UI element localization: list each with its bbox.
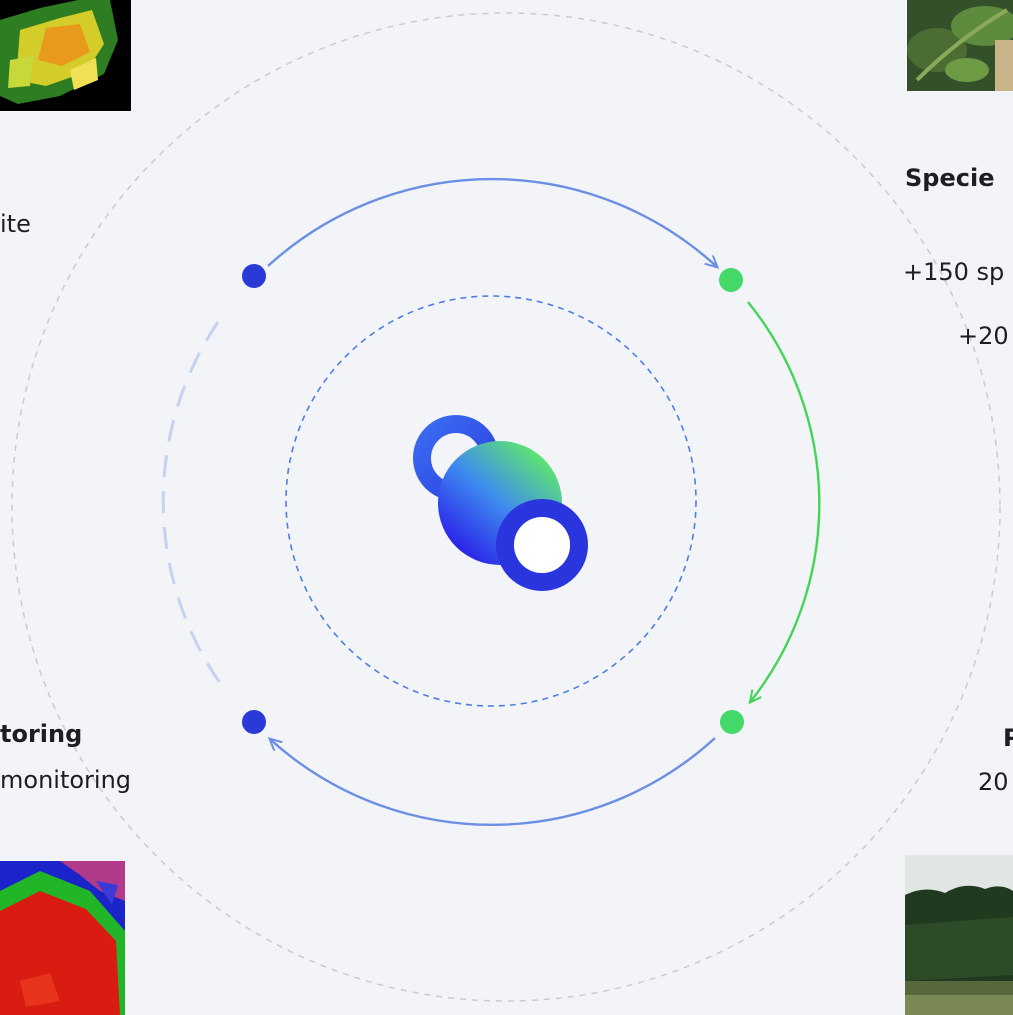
forest-landscape-photo-image: [905, 855, 1013, 1015]
node-top-right: [719, 268, 743, 292]
species-title: Specie: [905, 164, 995, 192]
species-count: +150 sp: [903, 258, 1005, 286]
right-title: P: [1003, 724, 1013, 752]
node-bottom-right: [720, 710, 744, 734]
inner-orbit-ring: [285, 295, 697, 707]
top-arrow-arc: [267, 177, 716, 266]
right-arrow-arc: [747, 301, 821, 701]
right-description: 20: [978, 768, 1009, 796]
leaf-photo-image: [907, 0, 1013, 91]
monitoring-description: monitoring: [0, 766, 132, 794]
species-extra: +20: [958, 322, 1009, 350]
node-top-left: [242, 264, 266, 288]
bottom-arrow-arc: [271, 737, 716, 826]
molecule-logo-icon: [413, 415, 588, 591]
node-bottom-left: [242, 710, 266, 734]
land-cover-heatmap-image: [0, 861, 125, 1015]
monitoring-title: toring: [0, 720, 83, 748]
satellite-vegetation-map-image: [0, 0, 131, 111]
outer-orbit-ring: [11, 12, 1001, 1002]
left-dashed-connector: [161, 321, 222, 684]
satellite-label: ite: [0, 210, 31, 238]
